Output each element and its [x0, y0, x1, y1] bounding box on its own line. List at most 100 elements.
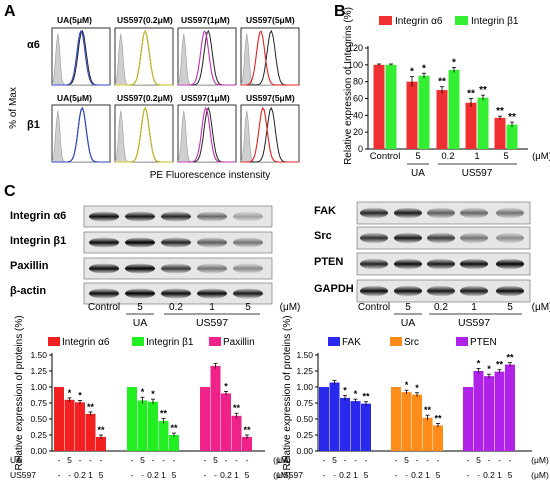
lane-label: Control [88, 302, 120, 313]
blot-band [427, 258, 455, 270]
lane-label: 5 [245, 302, 251, 313]
blot-band [233, 237, 263, 248]
treatment-value: - [395, 455, 398, 465]
treatment-value: - [395, 470, 398, 480]
blot-band [125, 263, 155, 274]
significance-mark: * [415, 383, 419, 393]
treatment-value: - [509, 455, 512, 465]
x-tick-label: 5 [415, 151, 420, 162]
treatment-value: 5 [99, 470, 104, 480]
treatment-value: - [467, 470, 470, 480]
blot-band [360, 207, 388, 219]
blot-band [427, 285, 455, 297]
bar [385, 64, 397, 149]
bar [494, 117, 506, 149]
blot-band [125, 288, 155, 299]
bar [148, 401, 158, 451]
treated-histogram [52, 29, 110, 86]
y-tick-label: 0.25 [296, 430, 313, 440]
treatment-value: - [58, 470, 61, 480]
group-label: UA [411, 168, 425, 179]
bar [465, 102, 477, 149]
blot-left-row-label-1: Integrin β1 [10, 235, 66, 247]
significance-mark: ** [233, 403, 241, 413]
treatment-value: 0.2 [74, 470, 86, 480]
bar [448, 69, 460, 149]
treatment-value: 5 [67, 455, 72, 465]
blot-band [161, 263, 191, 274]
group-label: US597 [462, 168, 493, 179]
legend-swatch [390, 337, 402, 346]
lane-label: 0.2 [434, 302, 448, 313]
significance-mark: ** [508, 112, 516, 123]
treatment-value: - [131, 470, 134, 480]
bar [350, 401, 361, 451]
treatment-value: - [365, 455, 368, 465]
significance-mark: ** [87, 402, 95, 412]
treatment-value: 1 [497, 470, 502, 480]
significance-mark: * [224, 381, 228, 391]
treatment-value: 5 [404, 455, 409, 465]
blot-band [233, 288, 263, 299]
bar [391, 387, 401, 451]
treatment-value: 5 [476, 455, 481, 465]
treatment-value: - [246, 455, 249, 465]
significance-mark: ** [506, 353, 514, 363]
unit-label: (μM) [273, 470, 291, 480]
treatment-value: 0.2 [411, 470, 423, 480]
y-tick-label: 0.00 [30, 446, 47, 456]
blot-band [360, 258, 388, 270]
hist-label-r1-c0: UA(5μM) [57, 93, 92, 103]
blot-right-row-label-1: Src [314, 230, 332, 242]
blot-band [394, 207, 422, 219]
y-tick-label: 40 [353, 110, 363, 120]
treatment-value: 1 [88, 470, 93, 480]
bar [412, 394, 422, 451]
y-tick-label: 1.00 [30, 382, 47, 392]
blot-band [460, 285, 488, 297]
row-label: US597 [277, 470, 303, 480]
treatment-value: - [488, 455, 491, 465]
chart-c-left-y-label: Relative expression of proteins (%) [14, 315, 25, 470]
blot-band [125, 237, 155, 248]
blot-band [496, 207, 524, 219]
bar [433, 425, 443, 451]
blot-band [427, 232, 455, 244]
panel-letter-a: A [4, 3, 16, 20]
treatment-value: - [204, 470, 207, 480]
panel-c-right-bar-chart: Relative expression of proteins (%) 0.00… [277, 315, 549, 480]
unit-label: (μM) [280, 302, 301, 313]
chart-c-right-y-label: Relative expression of proteins (%) [282, 315, 293, 470]
bar [340, 397, 350, 451]
treatment-value: - [477, 470, 480, 480]
unit-label: (μM) [531, 470, 549, 480]
blot-left-row-label-3: β-actin [10, 285, 46, 297]
bar [329, 382, 340, 451]
significance-mark: * [68, 388, 72, 398]
treatment-value: 0.2 [220, 470, 232, 480]
significance-mark: * [422, 63, 426, 74]
treatment-value: - [89, 455, 92, 465]
blot-band [496, 232, 524, 244]
y-tick-label: 0.50 [30, 414, 47, 424]
significance-mark: * [410, 67, 414, 78]
treatment-value: - [152, 455, 155, 465]
treatment-value: 5 [245, 470, 250, 480]
significance-mark: ** [424, 405, 432, 415]
bar [210, 365, 221, 451]
legend-swatch [48, 337, 60, 346]
y-tick-label: 0 [358, 144, 363, 154]
legend-swatch [328, 337, 340, 346]
legend-swatch [379, 16, 392, 25]
treatment-value: - [323, 470, 326, 480]
bar [401, 392, 412, 451]
panel-letter-b: B [334, 3, 346, 20]
blot-band [496, 258, 524, 270]
y-tick-label: 120 [348, 43, 363, 53]
blot-band [360, 285, 388, 297]
significance-mark: ** [362, 392, 370, 402]
legend-label: FAK [342, 337, 361, 348]
treatment-value: - [58, 455, 61, 465]
treatment-value: - [235, 455, 238, 465]
